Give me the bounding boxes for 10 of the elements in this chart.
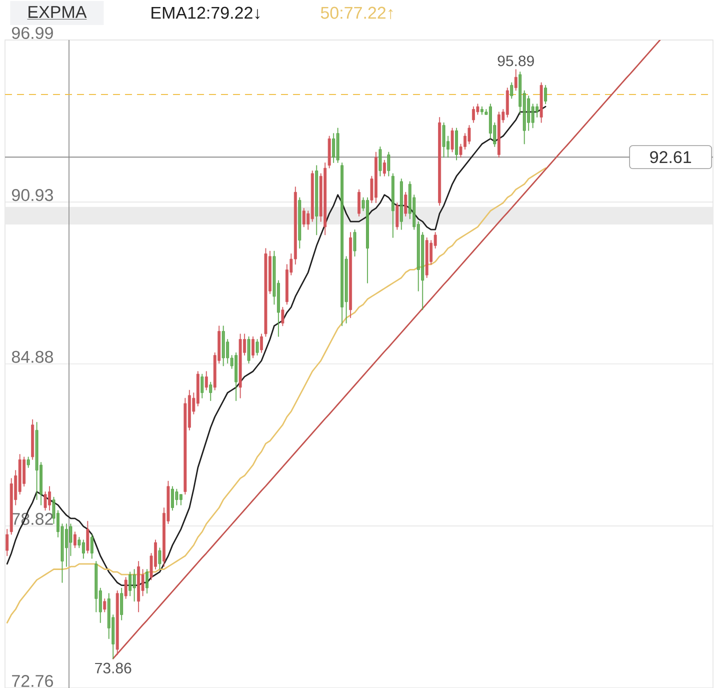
- y-tick-label: 72.76: [12, 674, 53, 688]
- y-tick-label: 96.99: [12, 26, 53, 40]
- text: 50:77.22↑: [320, 6, 393, 20]
- annotation: 95.89: [498, 56, 534, 66]
- chart-title: EXPMA: [28, 6, 87, 18]
- text: EMA12:79.22↓: [152, 6, 260, 20]
- annotation: 73.86: [95, 662, 132, 674]
- y-tick-label: 84.88: [12, 350, 53, 363]
- y-tick-label: 90.93: [12, 189, 53, 202]
- ref-line-label: 92.61: [650, 151, 692, 164]
